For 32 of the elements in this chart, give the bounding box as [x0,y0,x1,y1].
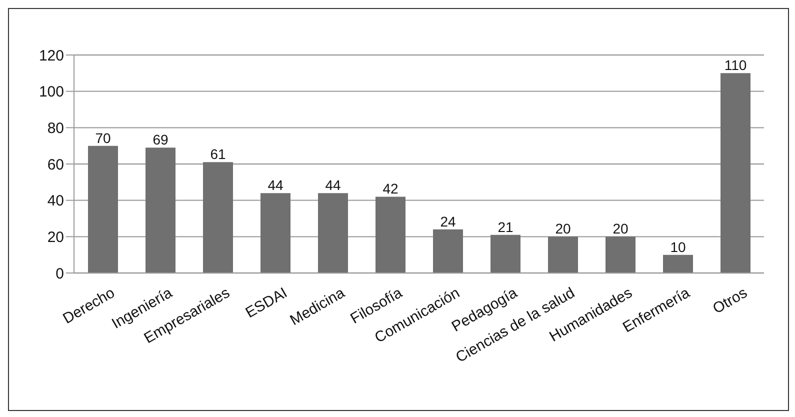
data-label: 70 [95,130,111,146]
data-label: 20 [612,220,628,237]
data-label: 10 [670,238,686,255]
bar [146,148,176,273]
y-tick-label: 0 [56,265,64,282]
data-label: 69 [152,132,168,148]
x-tick-label: Otros [710,284,750,318]
data-label: 44 [268,177,284,194]
bar [88,146,118,273]
data-label: 42 [382,180,398,197]
y-tick-label: 20 [47,228,64,246]
data-label: 21 [498,218,514,235]
bar [606,236,636,273]
bar [433,229,463,273]
bar [376,196,406,273]
bar [260,193,290,273]
data-label: 44 [325,177,341,194]
bar [548,236,578,273]
bar [663,254,693,273]
bar [720,73,750,273]
bar [490,234,520,273]
y-tick-label: 40 [47,192,64,210]
y-tick-label: 100 [38,84,64,101]
bar [203,162,233,273]
data-label: 110 [724,57,747,74]
data-label: 24 [440,213,456,230]
data-label: 61 [210,146,226,162]
y-tick-label: 60 [47,156,64,174]
y-tick-label: 120 [38,47,64,64]
bar [318,193,348,273]
data-label: 20 [555,220,571,237]
y-tick-label: 80 [47,120,64,137]
